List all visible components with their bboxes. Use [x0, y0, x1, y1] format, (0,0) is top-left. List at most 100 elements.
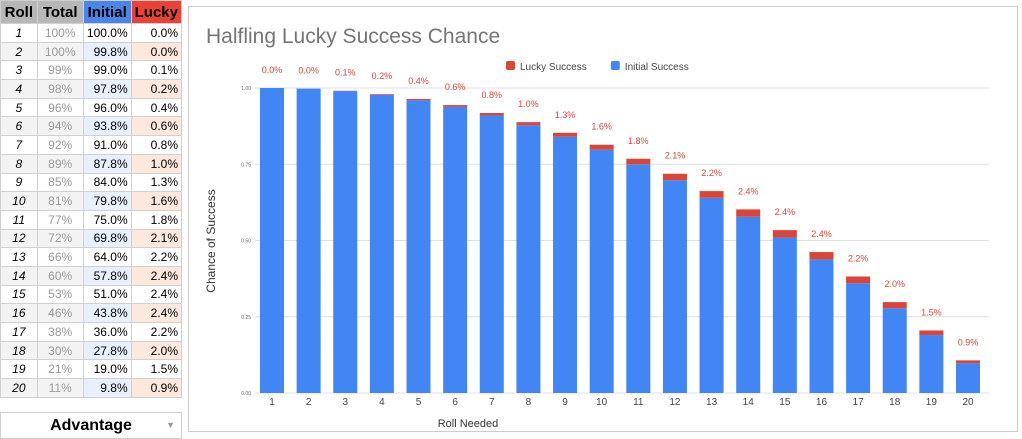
cell-luc[interactable]: 1.6%: [130, 191, 183, 211]
cell-roll[interactable]: 20: [0, 378, 38, 398]
bar-lucky-success: [662, 173, 687, 181]
data-label: 2.4%: [738, 186, 759, 196]
cell-luc[interactable]: 0.9%: [130, 378, 183, 398]
cell-roll[interactable]: 2: [0, 41, 38, 62]
cell-ini[interactable]: 79.8%: [82, 191, 132, 211]
cell-tot[interactable]: 38%: [36, 322, 84, 342]
cell-ini[interactable]: 69.8%: [82, 228, 132, 249]
cell-ini[interactable]: 99.8%: [82, 41, 132, 62]
data-label: 2.1%: [665, 151, 686, 161]
cell-roll[interactable]: 16: [0, 303, 38, 323]
cell-ini[interactable]: 57.8%: [82, 265, 132, 286]
cell-ini[interactable]: 9.8%: [82, 378, 132, 398]
cell-tot[interactable]: 98%: [36, 79, 84, 99]
cell-roll[interactable]: 4: [0, 79, 38, 99]
data-label: 1.0%: [518, 99, 539, 109]
cell-roll[interactable]: 13: [0, 247, 38, 267]
cell-tot[interactable]: 72%: [36, 228, 84, 249]
cell-roll[interactable]: 10: [0, 191, 38, 211]
cell-ini[interactable]: 51.0%: [82, 284, 132, 305]
column-header-lucky[interactable]: Lucky: [130, 0, 183, 24]
cell-tot[interactable]: 85%: [36, 172, 84, 193]
cell-luc[interactable]: 1.0%: [130, 153, 183, 174]
cell-roll[interactable]: 5: [0, 97, 38, 118]
cell-luc[interactable]: 0.2%: [130, 79, 183, 99]
cell-tot[interactable]: 30%: [36, 340, 84, 361]
cell-luc[interactable]: 0.0%: [130, 23, 183, 43]
cell-ini[interactable]: 93.8%: [82, 116, 132, 137]
cell-tot[interactable]: 81%: [36, 191, 84, 211]
cell-ini[interactable]: 100.0%: [82, 23, 132, 43]
cell-roll[interactable]: 1: [0, 23, 38, 43]
cell-tot[interactable]: 99%: [36, 60, 84, 81]
cell-luc[interactable]: 0.6%: [130, 116, 183, 137]
column-header-total[interactable]: Total: [36, 0, 84, 24]
cell-tot[interactable]: 21%: [36, 359, 84, 380]
cell-roll[interactable]: 12: [0, 228, 38, 249]
dropdown-arrow-icon: ▼: [166, 420, 175, 430]
cell-roll[interactable]: 14: [0, 265, 38, 286]
cell-roll[interactable]: 15: [0, 284, 38, 305]
table-row: 15 53% 51.0% 2.4%: [0, 284, 183, 305]
cell-roll[interactable]: 11: [0, 209, 38, 230]
cell-roll[interactable]: 6: [0, 116, 38, 137]
cell-ini[interactable]: 27.8%: [82, 340, 132, 361]
cell-tot[interactable]: 46%: [36, 303, 84, 323]
cell-roll[interactable]: 19: [0, 359, 38, 380]
column-header-roll[interactable]: Roll: [0, 0, 38, 24]
cell-roll[interactable]: 17: [0, 322, 38, 342]
table-row: 5 96% 96.0% 0.4%: [0, 97, 183, 118]
bar-lucky-success: [553, 132, 578, 137]
cell-tot[interactable]: 77%: [36, 209, 84, 230]
cell-ini[interactable]: 97.8%: [82, 79, 132, 99]
cell-ini[interactable]: 36.0%: [82, 322, 132, 342]
cell-ini[interactable]: 43.8%: [82, 303, 132, 323]
cell-luc[interactable]: 1.5%: [130, 359, 183, 380]
cell-tot[interactable]: 100%: [36, 41, 84, 62]
cell-luc[interactable]: 0.0%: [130, 41, 183, 62]
cell-ini[interactable]: 96.0%: [82, 97, 132, 118]
cell-ini[interactable]: 75.0%: [82, 209, 132, 230]
cell-tot[interactable]: 89%: [36, 153, 84, 174]
cell-luc[interactable]: 0.1%: [130, 60, 183, 81]
cell-luc[interactable]: 2.1%: [130, 228, 183, 249]
column-header-initial[interactable]: Initial: [82, 0, 132, 24]
cell-tot[interactable]: 11%: [36, 378, 84, 398]
cell-luc[interactable]: 1.3%: [130, 172, 183, 193]
mode-dropdown[interactable]: Advantage ▼: [0, 412, 182, 439]
cell-roll[interactable]: 7: [0, 135, 38, 155]
cell-ini[interactable]: 99.0%: [82, 60, 132, 81]
x-tick-label: 19: [926, 397, 938, 408]
cell-tot[interactable]: 60%: [36, 265, 84, 286]
cell-tot[interactable]: 100%: [36, 23, 84, 43]
cell-luc[interactable]: 2.2%: [130, 247, 183, 267]
cell-tot[interactable]: 94%: [36, 116, 84, 137]
cell-luc[interactable]: 0.8%: [130, 135, 183, 155]
y-tick-label: 1.00: [241, 86, 251, 92]
x-tick-label: 11: [633, 397, 644, 408]
cell-luc[interactable]: 2.4%: [130, 303, 183, 323]
cell-tot[interactable]: 96%: [36, 97, 84, 118]
cell-luc[interactable]: 2.0%: [130, 340, 183, 361]
x-tick-label: 18: [889, 397, 901, 408]
cell-tot[interactable]: 66%: [36, 247, 84, 267]
bar-lucky-success: [809, 252, 834, 260]
cell-roll[interactable]: 9: [0, 172, 38, 193]
cell-luc[interactable]: 0.4%: [130, 97, 183, 118]
cell-ini[interactable]: 64.0%: [82, 247, 132, 267]
cell-luc[interactable]: 2.4%: [130, 265, 183, 286]
cell-ini[interactable]: 91.0%: [82, 135, 132, 155]
cell-roll[interactable]: 8: [0, 153, 38, 174]
x-tick-label: 17: [853, 397, 865, 408]
cell-luc[interactable]: 2.4%: [130, 284, 183, 305]
cell-roll[interactable]: 18: [0, 340, 38, 361]
cell-tot[interactable]: 92%: [36, 135, 84, 155]
cell-roll[interactable]: 3: [0, 60, 38, 81]
cell-ini[interactable]: 19.0%: [82, 359, 132, 380]
cell-ini[interactable]: 87.8%: [82, 153, 132, 174]
cell-tot[interactable]: 53%: [36, 284, 84, 305]
cell-ini[interactable]: 84.0%: [82, 172, 132, 193]
cell-luc[interactable]: 1.8%: [130, 209, 183, 230]
cell-luc[interactable]: 2.2%: [130, 322, 183, 342]
bar-initial-success: [772, 237, 797, 393]
